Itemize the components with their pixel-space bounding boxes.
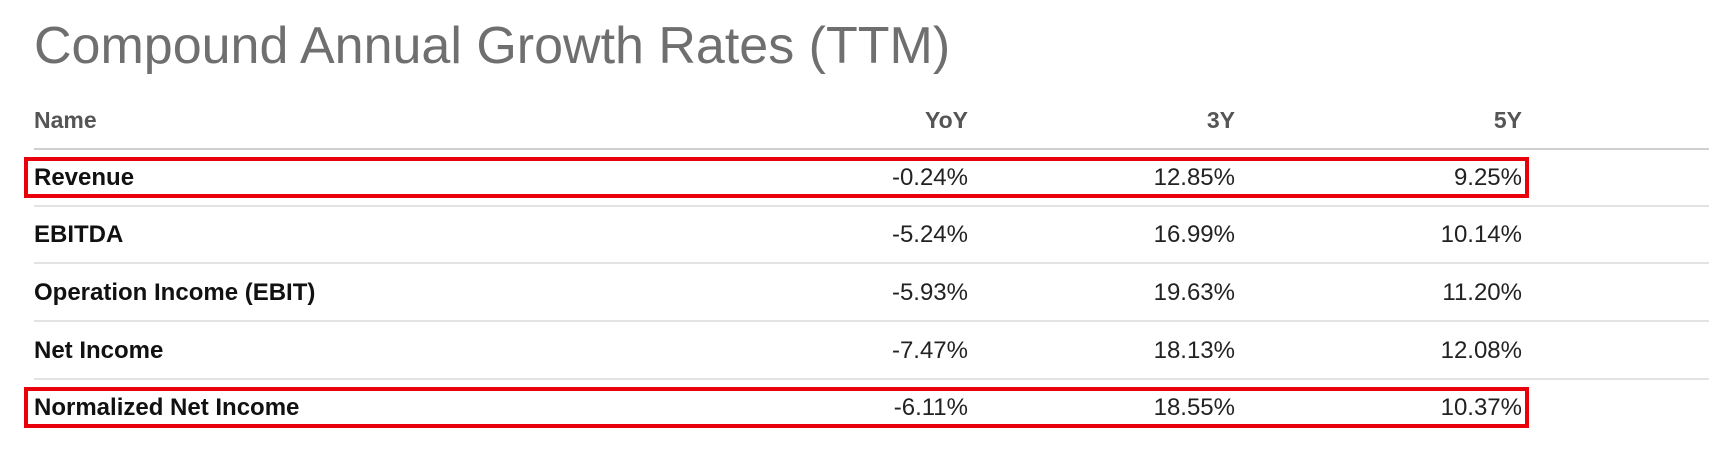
row-5y-value: 10.14% (1440, 221, 1522, 248)
row-3y-value: 19.63% (1153, 279, 1235, 306)
row-5y-value: 12.08% (1440, 337, 1522, 364)
table-header-row: Name YoY 3Y 5Y (34, 93, 1709, 150)
row-yoy-value: -7.47% (891, 337, 968, 364)
column-header-5y: 5Y (1493, 107, 1522, 133)
table-row-revenue: Revenue -0.24% 12.85% 9.25% (34, 150, 1709, 207)
column-header-yoy: YoY (924, 107, 968, 133)
row-5y-value: 11.20% (1442, 279, 1522, 306)
row-yoy-value: -0.24% (891, 164, 968, 191)
row-name: Normalized Net Income (34, 394, 300, 421)
table-row-operation-income: Operation Income (EBIT) -5.93% 19.63% 11… (34, 265, 1709, 322)
row-3y-value: 16.99% (1153, 221, 1235, 248)
row-name: Revenue (34, 164, 135, 191)
row-yoy-value: -5.93% (891, 279, 968, 306)
row-name: EBITDA (34, 221, 124, 248)
row-3y-value: 18.13% (1153, 337, 1235, 364)
row-5y-value: 10.37% (1440, 394, 1522, 421)
page-title: Compound Annual Growth Rates (TTM) (34, 17, 951, 75)
row-3y-value: 12.85% (1153, 164, 1235, 191)
row-yoy-value: -6.11% (893, 394, 968, 421)
row-3y-value: 18.55% (1153, 394, 1235, 421)
row-name: Operation Income (EBIT) (34, 279, 316, 306)
row-5y-value: 9.25% (1453, 164, 1522, 191)
table-row-net-income: Net Income -7.47% 18.13% 12.08% (34, 323, 1709, 380)
column-header-name: Name (34, 107, 97, 133)
row-yoy-value: -5.24% (891, 221, 968, 248)
table-row-normalized-net-income: Normalized Net Income -6.11% 18.55% 10.3… (34, 380, 1709, 437)
column-header-3y: 3Y (1206, 107, 1235, 133)
table-row-ebitda: EBITDA -5.24% 16.99% 10.14% (34, 207, 1709, 264)
row-name: Net Income (34, 337, 164, 364)
